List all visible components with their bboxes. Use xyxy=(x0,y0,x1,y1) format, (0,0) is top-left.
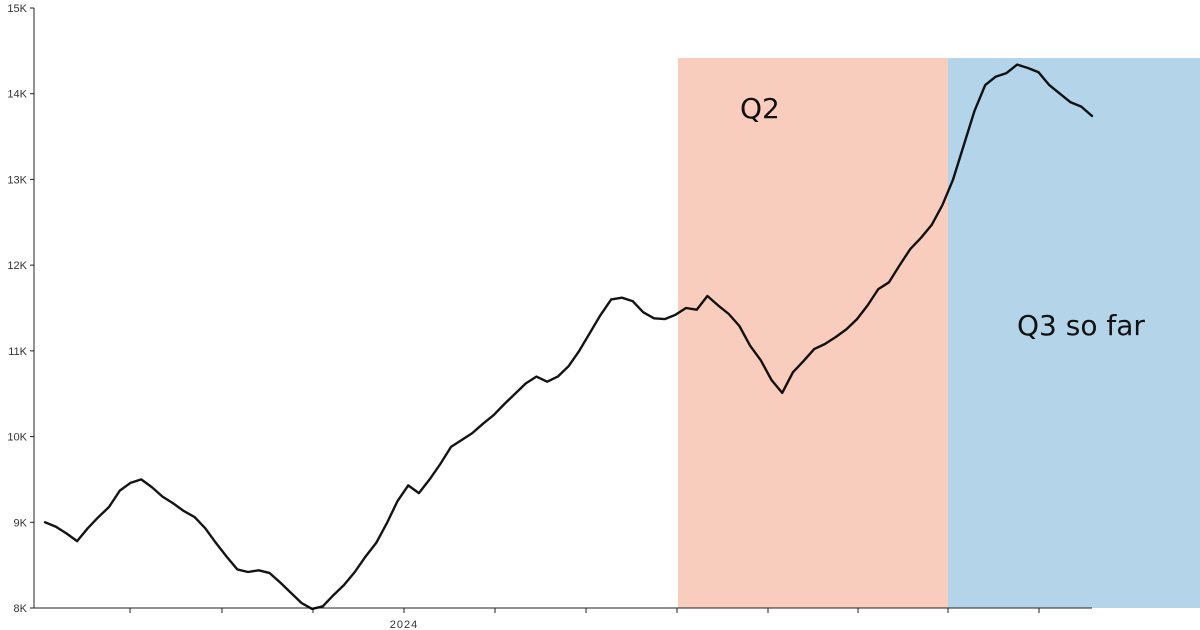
x-tick-label: 2024 xyxy=(390,619,418,630)
y-tick-label: 13K xyxy=(7,174,27,186)
y-tick-label: 14K xyxy=(7,89,27,101)
y-tick-label: 10K xyxy=(7,432,27,444)
region-label: Q2 xyxy=(740,92,780,125)
region-q3-so-far xyxy=(948,58,1200,608)
region-labels: Q2 Q3 so far xyxy=(740,92,1145,342)
y-tick-label: 9K xyxy=(14,517,28,529)
region-label: Q3 so far xyxy=(1017,309,1145,342)
y-tick-label: 8K xyxy=(14,603,28,615)
quarter-regions xyxy=(678,58,1200,608)
series-layer xyxy=(43,63,1094,611)
y-tick-label: 11K xyxy=(8,346,27,358)
series-line-0 xyxy=(43,63,1094,611)
region-q2 xyxy=(678,58,948,608)
axes: 8K 9K 10K 11K 12K 13K 14K 15K 2024 xyxy=(7,3,1092,630)
y-tick-label: 12K xyxy=(7,260,27,272)
y-tick-label: 15K xyxy=(7,3,27,15)
